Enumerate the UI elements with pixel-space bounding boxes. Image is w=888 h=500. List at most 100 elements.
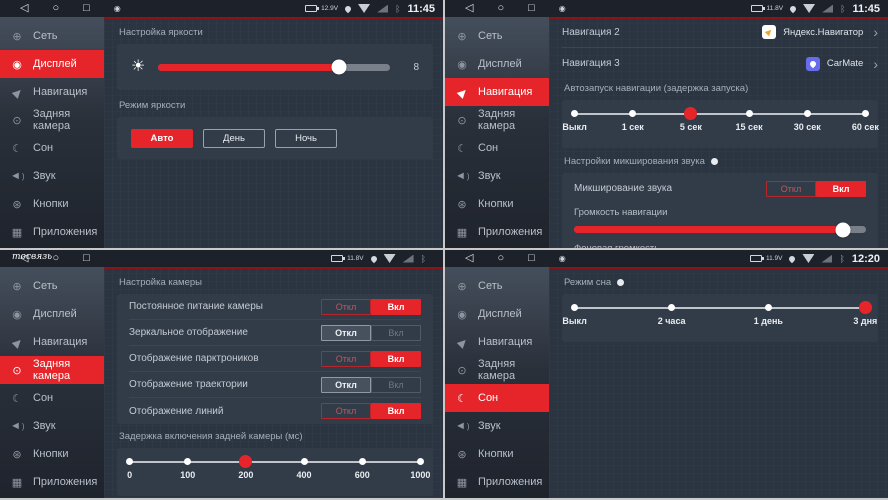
sidebar-item-display[interactable]: ◉ Дисплей xyxy=(0,50,104,78)
sidebar-item-navigation[interactable]: ▶ Навигация xyxy=(10,335,88,350)
recents-icon[interactable]: □ xyxy=(83,252,90,264)
bluetooth-icon: ᛒ xyxy=(840,3,846,14)
slider-stop[interactable]: Выкл xyxy=(549,100,607,132)
slider-stop[interactable]: 100 xyxy=(156,448,220,480)
slider-stop[interactable]: 1000 xyxy=(388,448,443,480)
sidebar-item-display[interactable]: ◉ Дисплей xyxy=(445,300,549,328)
recents-icon[interactable]: □ xyxy=(83,2,90,14)
sidebar-item-rear-camera[interactable]: ⊙ Задняя камера xyxy=(0,106,104,134)
sidebar-item-apps[interactable]: ▦ Приложения xyxy=(11,226,98,239)
toggle-on-button[interactable]: Вкл xyxy=(371,376,421,393)
sidebar-item-sound[interactable]: ◄Звук xyxy=(445,412,549,440)
sidebar-item-navigation[interactable]: ▶ Навигация xyxy=(455,335,533,350)
camera-power-toggle[interactable]: Откл Вкл xyxy=(321,298,421,315)
slider-stop-selected[interactable]: 200 xyxy=(214,448,278,480)
slider-thumb[interactable] xyxy=(835,222,851,237)
clock: 11:45 xyxy=(852,2,880,15)
sidebar-item-sleep[interactable]: ☾ Сон xyxy=(0,134,104,162)
apps-grid-icon: ▦ xyxy=(11,476,23,489)
slider-stop[interactable]: 2 часа xyxy=(640,294,704,326)
mixing-toggle[interactable]: Откл Вкл xyxy=(766,180,866,197)
info-icon[interactable] xyxy=(617,279,625,286)
sidebar-item-rear-camera[interactable]: ⊙ Задняя камера xyxy=(0,356,104,384)
brightness-slider[interactable] xyxy=(158,59,390,75)
recents-icon[interactable]: □ xyxy=(528,252,535,264)
back-icon[interactable]: ◁ xyxy=(20,2,29,14)
slider-stop[interactable]: 1 сек xyxy=(601,100,665,132)
accent-line xyxy=(549,17,888,19)
toggle-on-button[interactable]: Вкл xyxy=(371,350,421,367)
sidebar-item-network[interactable]: ⊕ Сеть xyxy=(445,22,549,50)
slider-stop[interactable]: 400 xyxy=(272,448,336,480)
navigation-3-row[interactable]: Навигация 3 CarMate › xyxy=(562,48,878,79)
sidebar-item-sound[interactable]: ◄Звук xyxy=(0,412,104,440)
slider-stop[interactable]: 60 сек xyxy=(833,100,888,132)
mirror-toggle[interactable]: Откл Вкл xyxy=(321,324,421,341)
slider-stop[interactable]: 1 день xyxy=(736,294,800,326)
navigation-2-row[interactable]: Навигация 2 ▶ Яндекс.Навигатор › xyxy=(562,17,878,48)
sidebar-item-navigation[interactable]: ▶ Навигация xyxy=(10,85,88,100)
back-icon[interactable]: ◁ xyxy=(465,2,474,14)
parking-sensors-toggle[interactable]: Откл Вкл xyxy=(321,350,421,367)
slider-stop[interactable]: 600 xyxy=(330,448,394,480)
slider-stop-selected[interactable]: 3 дня xyxy=(833,294,888,326)
home-icon[interactable]: ○ xyxy=(497,2,505,14)
info-icon[interactable] xyxy=(710,158,718,165)
toggle-off-button[interactable]: Откл xyxy=(766,180,816,197)
sidebar-item-display[interactable]: ◉ Дисплей xyxy=(445,50,549,78)
sidebar-item-sleep[interactable]: ☾ Сон xyxy=(445,134,549,162)
slider-stop[interactable]: 15 сек xyxy=(717,100,781,132)
sidebar-item-apps[interactable]: ▦ Приложения xyxy=(456,226,543,239)
sidebar-item-apps[interactable]: ▦ Приложения xyxy=(456,476,543,489)
sidebar-item-network[interactable]: ⊕ Сеть xyxy=(0,272,104,300)
back-icon[interactable]: ◁ xyxy=(20,252,29,264)
toggle-off-button[interactable]: Откл xyxy=(321,376,371,393)
toggle-off-button[interactable]: Откл xyxy=(321,350,371,367)
sidebar-item-sleep[interactable]: ☾ Сон xyxy=(0,384,104,412)
sidebar-item-display[interactable]: ◉ Дисплей xyxy=(0,300,104,328)
mode-day-button[interactable]: День xyxy=(203,128,265,148)
sidebar-item-network[interactable]: ⊕ Сеть xyxy=(445,272,549,300)
sidebar-item-sleep[interactable]: ☾ Сон xyxy=(445,384,549,412)
sidebar-item-buttons[interactable]: ⊛ Кнопки xyxy=(0,440,104,468)
nav-volume-slider[interactable] xyxy=(574,222,866,237)
parking-sensors-row: Отображение парктроников Откл Вкл xyxy=(129,346,421,372)
sidebar-item-buttons[interactable]: ⊛ Кнопки xyxy=(445,440,549,468)
home-icon[interactable]: ○ xyxy=(52,252,60,264)
toggle-off-button[interactable]: Откл xyxy=(321,403,371,419)
toggle-on-button[interactable]: Вкл xyxy=(371,324,421,341)
mode-auto-button[interactable]: Авто xyxy=(131,128,193,148)
toggle-off-button[interactable]: Откл xyxy=(321,324,371,341)
sidebar-item-network[interactable]: ⊕ Сеть xyxy=(0,22,104,50)
slider-stop[interactable]: 30 сек xyxy=(775,100,839,132)
lines-toggle[interactable]: Откл Вкл xyxy=(321,403,421,419)
sidebar-item-buttons[interactable]: ⊛ Кнопки xyxy=(445,190,549,218)
slider-stop-selected[interactable]: 5 сек xyxy=(659,100,723,132)
sidebar-item-rear-camera[interactable]: ⊙ Задняя камера xyxy=(445,106,549,134)
toggle-on-button[interactable]: Вкл xyxy=(816,180,866,197)
sidebar-item-navigation[interactable]: ▶ Навигация xyxy=(445,78,549,106)
toggle-off-button[interactable]: Откл xyxy=(321,298,371,315)
slider-stop[interactable]: Выкл xyxy=(549,294,607,326)
sidebar-item-apps[interactable]: ▦ Приложения xyxy=(11,476,98,489)
battery-voltage: 11.8V xyxy=(766,5,784,12)
sidebar-item-sound[interactable]: ◄Звук xyxy=(0,162,104,190)
toggle-on-button[interactable]: Вкл xyxy=(371,403,421,419)
sidebar-item-sound[interactable]: ◄Звук xyxy=(445,162,549,190)
toggle-on-button[interactable]: Вкл xyxy=(371,298,421,315)
battery-icon xyxy=(749,255,764,262)
autostart-delay-slider: Выкл 1 сек 5 сек 15 сек 30 сек 60 сек xyxy=(562,100,879,148)
mode-night-button[interactable]: Ночь xyxy=(275,128,337,148)
moon-icon: ☾ xyxy=(457,142,467,155)
rear-camera-settings-panel: Настройка камеры Постоянное питание каме… xyxy=(104,267,443,498)
slider-thumb[interactable] xyxy=(331,59,347,75)
sidebar-item-rear-camera[interactable]: ⊙ Задняя камера xyxy=(445,356,549,384)
brightness-mode-card: Авто День Ночь xyxy=(117,117,433,159)
recents-icon[interactable]: □ xyxy=(528,2,535,14)
home-icon[interactable]: ○ xyxy=(52,2,60,14)
slider-stop[interactable]: 0 xyxy=(104,448,162,480)
trajectory-toggle[interactable]: Откл Вкл xyxy=(321,376,421,393)
home-icon[interactable]: ○ xyxy=(497,252,505,264)
back-icon[interactable]: ◁ xyxy=(465,252,474,264)
sidebar-item-buttons[interactable]: ⊛ Кнопки xyxy=(0,190,104,218)
